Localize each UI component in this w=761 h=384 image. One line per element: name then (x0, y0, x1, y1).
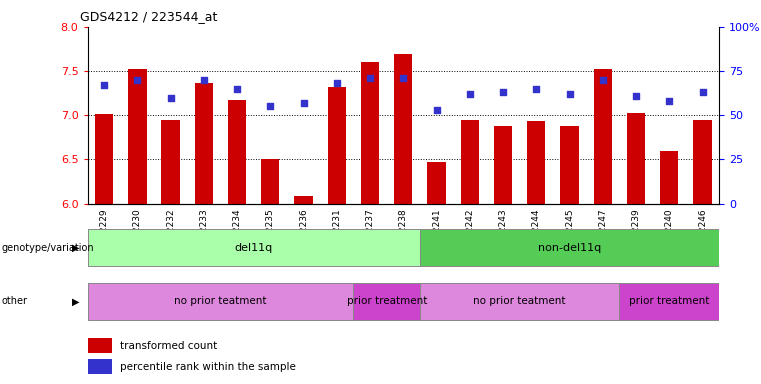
Point (563, 91, 575, 97)
Point (231, 86, 244, 92)
Bar (627, 113, 645, 204)
Text: non-del11q: non-del11q (538, 243, 601, 253)
Bar (161, 121, 180, 204)
Bar (228, 100, 247, 204)
Point (132, 77, 144, 83)
Bar (195, 83, 213, 204)
Point (463, 91, 476, 97)
Bar (594, 69, 612, 204)
Bar (295, 195, 313, 204)
Text: GDS4212 / 223544_at: GDS4212 / 223544_at (80, 10, 217, 23)
Point (198, 77, 210, 83)
Bar (88, 359, 112, 374)
Point (696, 89, 708, 95)
Bar (88, 229, 420, 266)
Point (331, 80, 343, 86)
Bar (328, 87, 346, 204)
Bar (88, 283, 353, 320)
Point (597, 77, 609, 83)
Point (298, 100, 310, 106)
Bar (88, 338, 112, 353)
Bar (693, 121, 712, 204)
Point (264, 103, 276, 109)
Bar (129, 69, 147, 204)
Text: percentile rank within the sample: percentile rank within the sample (120, 362, 296, 372)
Text: prior treatment: prior treatment (629, 296, 709, 306)
Bar (353, 283, 420, 320)
Point (98, 82, 110, 88)
Text: genotype/variation: genotype/variation (2, 243, 94, 253)
Text: other: other (2, 296, 27, 306)
Point (530, 86, 543, 92)
Bar (619, 283, 719, 320)
Text: ▶: ▶ (72, 296, 80, 306)
Bar (527, 121, 546, 204)
Bar (261, 159, 279, 204)
Bar (361, 62, 379, 204)
Bar (420, 283, 619, 320)
Text: transformed count: transformed count (120, 341, 218, 351)
Bar (394, 54, 412, 204)
Text: no prior teatment: no prior teatment (174, 296, 267, 306)
Bar (560, 126, 578, 204)
Point (397, 75, 409, 81)
Bar (95, 114, 113, 204)
Bar (428, 162, 446, 204)
Point (663, 98, 675, 104)
Point (364, 75, 376, 81)
Bar (420, 229, 719, 266)
Text: prior treatment: prior treatment (346, 296, 427, 306)
Point (497, 89, 509, 95)
Text: del11q: del11q (234, 243, 273, 253)
Point (431, 107, 443, 113)
Text: no prior teatment: no prior teatment (473, 296, 566, 306)
Text: ▶: ▶ (72, 243, 80, 253)
Point (630, 93, 642, 99)
Bar (660, 151, 678, 204)
Point (164, 94, 177, 101)
Bar (460, 121, 479, 204)
Bar (494, 126, 512, 204)
